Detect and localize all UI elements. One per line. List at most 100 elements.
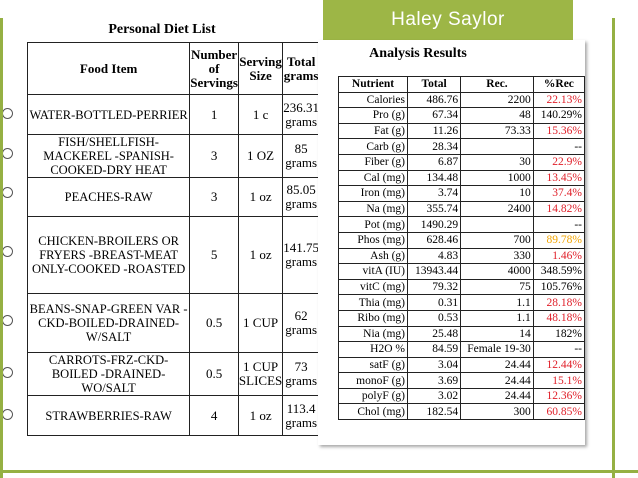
pct-rec-cell: 13.45% <box>532 169 586 187</box>
serving-size-cell: 1 CUP <box>237 293 284 353</box>
total-cell: 1490.29 <box>406 216 462 233</box>
rec-cell: 30 <box>460 153 534 171</box>
rec-cell: 2200 <box>460 91 534 109</box>
rec-cell <box>460 138 534 155</box>
rec-cell: 75 <box>460 278 534 296</box>
total-cell: 3.74 <box>406 185 462 202</box>
total-cell: 3.02 <box>406 387 462 405</box>
total-grams-cell: 236.31 grams <box>282 94 320 135</box>
rec-cell: 1000 <box>460 169 534 187</box>
food-item-cell: PEACHES-RAW <box>26 177 191 217</box>
pct-rec-cell: 22.9% <box>532 153 586 171</box>
total-grams-cell: 73 grams <box>282 352 320 396</box>
analysis-row: Carb (g) 28.34 -- <box>338 138 586 155</box>
row-select-radio[interactable] <box>2 366 13 378</box>
serving-size-cell: 1 CUP SLICES <box>237 352 284 396</box>
nutrient-cell: vitA (IU) <box>338 263 408 280</box>
rec-cell: 24.44 <box>460 387 534 405</box>
diet-row: WATER-BOTTLED-PERRIER 1 1 c 236.31 grams <box>26 94 320 135</box>
analysis-row: vitA (IU) 13943.44 4000 348.59% <box>338 263 586 280</box>
frame-bottom <box>0 470 638 473</box>
rec-cell: 2400 <box>460 200 534 218</box>
analysis-row: Ash (g) 4.83 330 1.46% <box>338 247 586 265</box>
diet-list-panel: Personal Diet List Food Item Number of S… <box>2 18 320 455</box>
analysis-row: Thia (mg) 0.31 1.1 28.18% <box>338 294 586 311</box>
diet-table: Food Item Number of Servings Serving Siz… <box>26 42 320 436</box>
food-item-cell: WATER-BOTTLED-PERRIER <box>26 94 191 135</box>
total-cell: 25.48 <box>406 325 462 343</box>
total-cell: 486.76 <box>406 91 462 109</box>
analysis-row: Cal (mg) 134.48 1000 13.45% <box>338 169 586 187</box>
pct-rec-cell: -- <box>532 341 586 358</box>
total-cell: 182.54 <box>406 403 462 421</box>
row-select-radio[interactable] <box>2 108 13 119</box>
pct-rec-cell: 1.46% <box>532 247 586 265</box>
pct-rec-cell: 15.36% <box>532 122 586 140</box>
total-cell: 67.34 <box>406 107 462 124</box>
food-item-cell: FISH/SHELLFISH-MACKEREL -SPANISH-COOKED-… <box>26 134 191 178</box>
analysis-table: Nutrient Total Rec. %Rec Calories 486.76 2… <box>338 76 586 421</box>
analysis-row: vitC (mg) 79.32 75 105.76% <box>338 278 586 296</box>
pct-rec-cell: -- <box>532 138 586 155</box>
pct-rec-cell: 12.44% <box>532 356 586 374</box>
nutrient-cell: polyF (g) <box>338 387 408 405</box>
total-cell: 13943.44 <box>406 263 462 280</box>
analysis-row: Pro (g) 67.34 48 140.29% <box>338 107 586 124</box>
diet-row: PEACHES-RAW 3 1 oz 85.05 grams <box>26 177 320 217</box>
serving-size-cell: 1 c <box>237 94 284 135</box>
nutrient-cell: Phos (mg) <box>338 231 408 249</box>
analysis-row: Nia (mg) 25.48 14 182% <box>338 325 586 343</box>
pct-rec-cell: 22.13% <box>532 91 586 109</box>
nutrient-cell: Pro (g) <box>338 107 408 124</box>
total-cell: 79.32 <box>406 278 462 296</box>
nutrient-cell: Thia (mg) <box>338 294 408 311</box>
diet-row: CHICKEN-BROILERS OR FRYERS -BREAST-MEAT … <box>26 216 320 294</box>
analysis-row: polyF (g) 3.02 24.44 12.36% <box>338 387 586 405</box>
total-cell: 11.26 <box>406 122 462 140</box>
food-item-cell: CHICKEN-BROILERS OR FRYERS -BREAST-MEAT … <box>26 216 191 294</box>
pct-rec-cell: 89.78% <box>532 231 586 249</box>
row-select-radio[interactable] <box>2 245 13 257</box>
diet-list-title: Personal Diet List <box>108 22 216 37</box>
food-item-cell: CARROTS-FRZ-CKD-BOILED -DRAINED-WO/SALT <box>26 352 191 396</box>
rec-cell: 24.44 <box>460 372 534 389</box>
analysis-row: Ribo (mg) 0.53 1.1 48.18% <box>338 309 586 327</box>
col-food-item: Food Item <box>26 42 191 95</box>
pct-rec-cell: 105.76% <box>532 278 586 296</box>
analysis-row: satF (g) 3.04 24.44 12.44% <box>338 356 586 374</box>
nutrient-cell: satF (g) <box>338 356 408 374</box>
row-select-radio[interactable] <box>2 314 13 326</box>
author-name: Haley Saylor <box>323 0 573 40</box>
col-nutrient: Nutrient <box>338 76 408 93</box>
nutrient-cell: Fat (g) <box>338 122 408 140</box>
nutrient-cell: Chol (mg) <box>338 403 408 421</box>
nutrient-cell: vitC (mg) <box>338 278 408 296</box>
total-cell: 84.59 <box>406 341 462 358</box>
diet-row: STRAWBERRIES-RAW 4 1 oz 113.4 grams <box>26 395 320 436</box>
total-cell: 134.48 <box>406 169 462 187</box>
nutrient-cell: Carb (g) <box>338 138 408 155</box>
pct-rec-cell: 37.4% <box>532 185 586 202</box>
nutrient-cell: monoF (g) <box>338 372 408 389</box>
row-select-radio[interactable] <box>2 409 13 420</box>
pct-rec-cell: 60.85% <box>532 403 586 421</box>
pct-rec-cell: 182% <box>532 325 586 343</box>
rec-cell: 1.1 <box>460 294 534 311</box>
total-cell: 0.31 <box>406 294 462 311</box>
analysis-row: Chol (mg) 182.54 300 60.85% <box>338 403 586 421</box>
pct-rec-cell: 15.1% <box>532 372 586 389</box>
analysis-row: Calories 486.76 2200 22.13% <box>338 91 586 109</box>
nutrient-cell: Cal (mg) <box>338 169 408 187</box>
col-servings: Number of Servings <box>189 42 239 95</box>
diet-row: FISH/SHELLFISH-MACKEREL -SPANISH-COOKED-… <box>26 134 320 178</box>
analysis-panel: Analysis Results Nutrient Total Rec. %Re… <box>318 40 586 445</box>
rec-cell: 73.33 <box>460 122 534 140</box>
row-select-radio[interactable] <box>2 186 13 198</box>
col-total-grams: Total grams <box>282 42 320 95</box>
total-grams-cell: 141.75 grams <box>282 216 320 294</box>
pct-rec-cell: 28.18% <box>532 294 586 311</box>
total-grams-cell: 85 grams <box>282 134 320 178</box>
row-select-radio[interactable] <box>2 147 13 159</box>
nutrient-cell: Na (mg) <box>338 200 408 218</box>
nutrient-cell: Ash (g) <box>338 247 408 265</box>
